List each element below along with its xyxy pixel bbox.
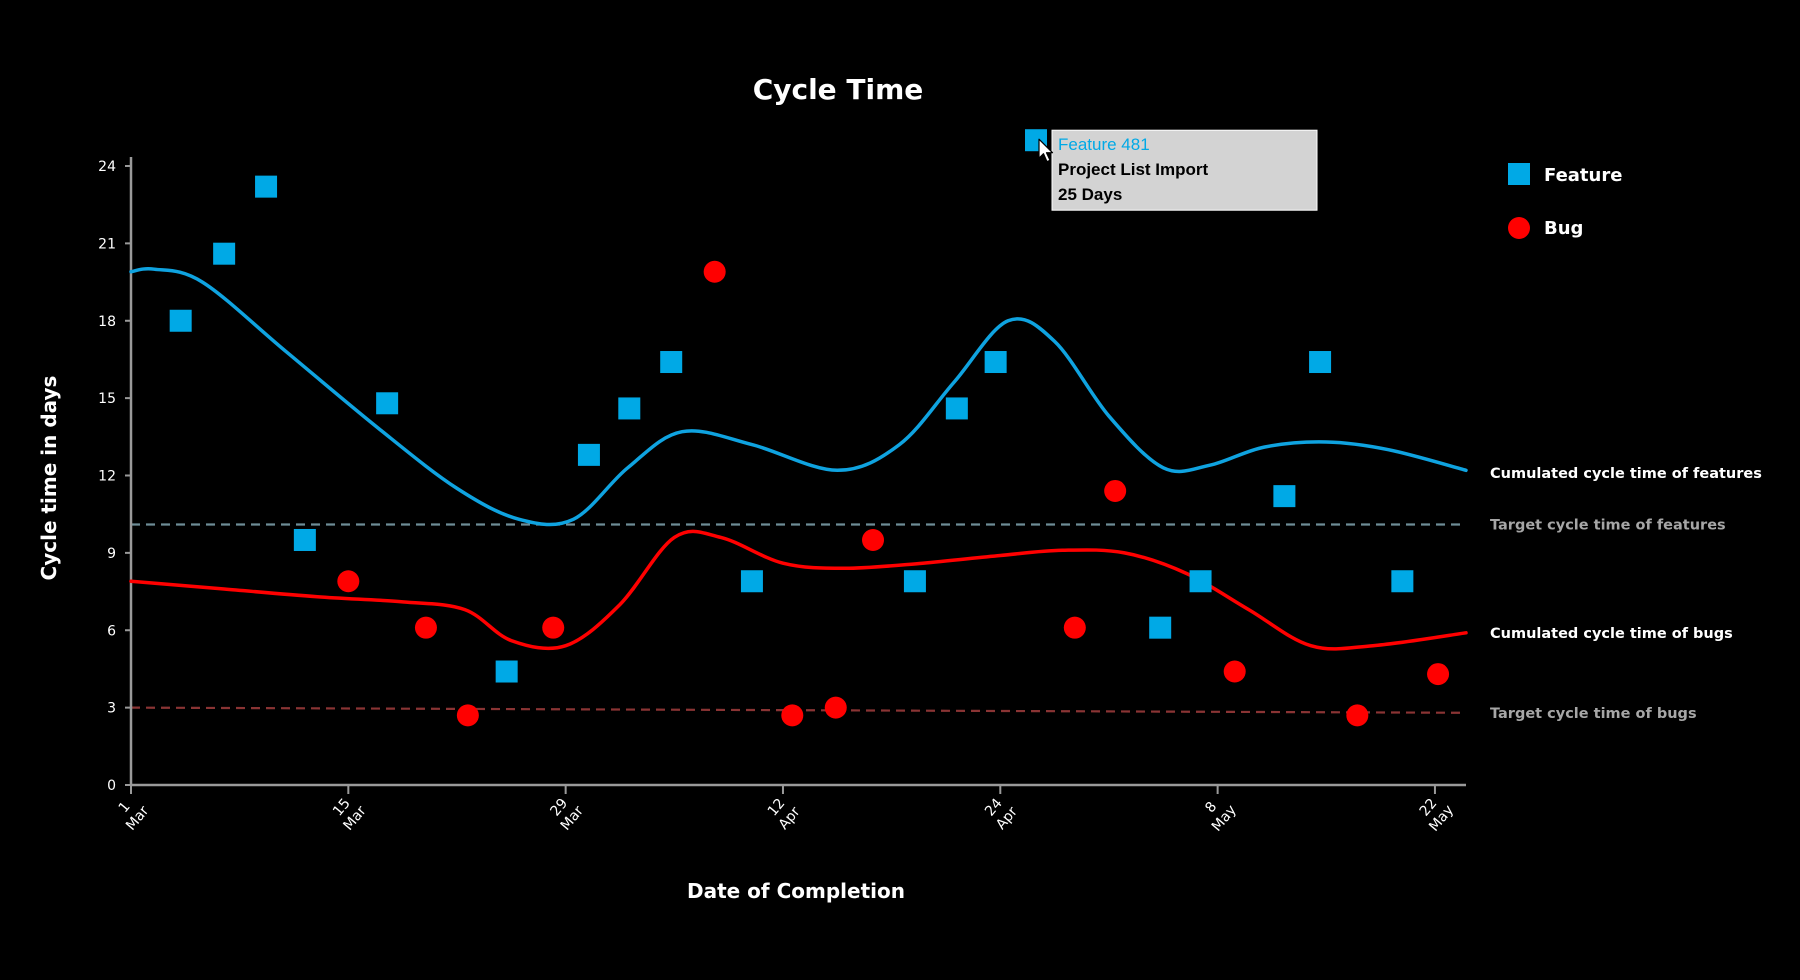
y-tick-label: 12 <box>98 469 116 485</box>
bug-point <box>1223 660 1246 683</box>
feature-point <box>1149 616 1172 639</box>
legend-label: Feature <box>1544 165 1622 186</box>
tooltip-box <box>1051 129 1318 211</box>
y-tick-label: 24 <box>98 159 116 175</box>
feature-point <box>1189 570 1212 593</box>
annotation-label: Cumulated cycle time of features <box>1490 466 1762 482</box>
y-axis-title: Cycle time in days <box>37 376 61 581</box>
bug-point <box>703 260 726 283</box>
legend-bug-swatch <box>1508 217 1530 239</box>
x-axis-title: Date of Completion <box>687 879 905 903</box>
y-tick-label: 0 <box>107 778 116 794</box>
y-tick-label: 18 <box>98 314 116 330</box>
annotation-label: Target cycle time of bugs <box>1490 706 1697 722</box>
bug-point <box>1427 663 1450 686</box>
feature-point <box>376 392 399 415</box>
feature-point <box>1309 351 1332 374</box>
bug-point <box>414 616 437 639</box>
bug-point <box>542 616 565 639</box>
feature-point <box>255 175 278 198</box>
bug-point <box>862 528 885 551</box>
y-tick-label: 6 <box>107 623 116 639</box>
bug-point <box>781 704 804 727</box>
feature-point <box>293 528 316 551</box>
bug-point <box>1063 616 1086 639</box>
annotation-label: Cumulated cycle time of bugs <box>1490 626 1733 642</box>
y-tick-label: 3 <box>107 701 116 717</box>
y-tick-label: 15 <box>98 391 116 407</box>
y-tick-label: 21 <box>98 236 116 252</box>
feature-point <box>740 570 763 593</box>
bug-point <box>1104 479 1127 502</box>
feature-point <box>1273 485 1296 508</box>
tooltip-duration: 25 Days <box>1058 185 1122 204</box>
feature-point <box>213 242 236 265</box>
annotation-label: Target cycle time of features <box>1490 518 1726 534</box>
feature-point <box>945 397 968 420</box>
tooltip-name: Project List Import <box>1058 160 1209 179</box>
chart-title: Cycle Time <box>753 73 924 106</box>
feature-point <box>618 397 641 420</box>
y-tick-label: 9 <box>107 546 116 562</box>
bug-point <box>337 570 360 593</box>
tooltip-id: Feature 481 <box>1058 135 1150 154</box>
feature-point <box>660 351 683 374</box>
bug-point <box>1346 704 1369 727</box>
bug-point <box>456 704 479 727</box>
feature-point <box>903 570 926 593</box>
trend-line-bugs <box>129 529 1468 651</box>
legend-label: Bug <box>1544 218 1583 239</box>
trend-line-features <box>129 267 1468 527</box>
feature-point <box>984 351 1007 374</box>
feature-point <box>577 443 600 466</box>
tooltip: Feature 481 Project List Import 25 Days <box>1051 129 1318 211</box>
feature-point <box>495 660 518 683</box>
legend-feature-swatch <box>1508 163 1530 185</box>
cursor-arrow-icon <box>1038 138 1054 163</box>
feature-point <box>169 309 192 332</box>
bug-point <box>824 696 847 719</box>
feature-point <box>1391 570 1414 593</box>
